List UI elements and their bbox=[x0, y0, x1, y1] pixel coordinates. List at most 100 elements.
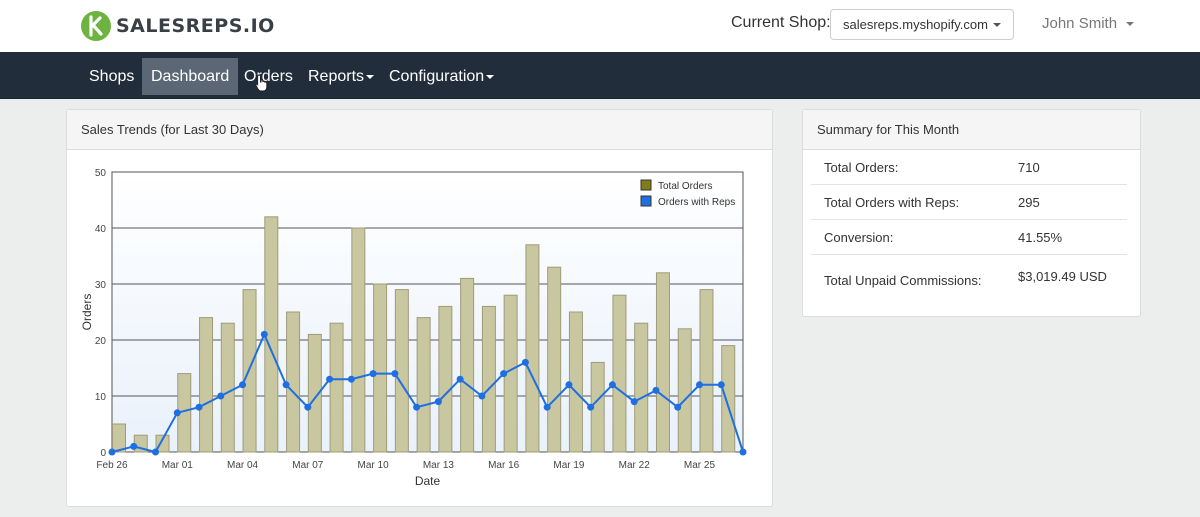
chevron-down-icon bbox=[1126, 22, 1135, 27]
y-tick-label: 30 bbox=[95, 280, 107, 291]
y-tick-label: 50 bbox=[95, 168, 107, 179]
summary-table: Total Orders: 710 Total Orders with Reps… bbox=[811, 150, 1127, 299]
bar-total-orders bbox=[329, 322, 344, 453]
bar-total-orders bbox=[307, 333, 322, 453]
chevron-down-icon bbox=[366, 74, 375, 79]
point-orders-with-reps bbox=[478, 392, 486, 400]
summary-label: Total Orders with Reps: bbox=[824, 195, 960, 210]
bar-total-orders bbox=[438, 305, 453, 453]
bar-total-orders bbox=[481, 305, 496, 453]
x-tick-label: Mar 22 bbox=[619, 460, 651, 471]
bar-total-orders bbox=[568, 311, 583, 453]
y-tick-label: 40 bbox=[95, 224, 107, 235]
summary-panel: Summary for This Month Total Orders: 710… bbox=[802, 109, 1141, 317]
bar-total-orders bbox=[547, 266, 562, 453]
user-name: John Smith bbox=[1042, 15, 1118, 32]
point-orders-with-reps bbox=[695, 381, 703, 389]
sales-trends-chart: 0 10 20 30 40 50 Feb 26 Mar 01 Mar 04 Mar 07 Mar 1… bbox=[80, 168, 747, 488]
point-orders-with-reps bbox=[152, 448, 160, 456]
point-orders-with-reps bbox=[195, 403, 203, 411]
bar-total-orders bbox=[634, 322, 649, 453]
point-orders-with-reps bbox=[630, 398, 638, 406]
summary-label: Total Unpaid Commissions: bbox=[824, 273, 982, 288]
bar-total-orders bbox=[460, 277, 475, 453]
summary-label: Total Orders: bbox=[824, 160, 899, 175]
current-shop-label: Current Shop: bbox=[731, 14, 831, 31]
summary-value: 710 bbox=[1018, 160, 1040, 175]
summary-row-unpaid-commissions: Total Unpaid Commissions: $3,019.49 USD bbox=[811, 255, 1127, 299]
nav-configuration[interactable]: Configuration bbox=[380, 58, 503, 95]
summary-value: 41.55% bbox=[1018, 230, 1063, 245]
bar-total-orders bbox=[112, 423, 126, 453]
summary-value: $3,019.49 USD bbox=[1018, 269, 1107, 284]
point-orders-with-reps bbox=[217, 392, 225, 400]
point-orders-with-reps bbox=[413, 403, 421, 411]
nav-label: Reports bbox=[308, 68, 365, 85]
nav-shops[interactable]: Shops bbox=[80, 58, 143, 95]
bar-total-orders bbox=[721, 345, 736, 453]
nav-reports[interactable]: Reports bbox=[299, 58, 383, 95]
legend-swatch-orders-with-reps bbox=[640, 195, 652, 207]
summary-row-orders-with-reps: Total Orders with Reps: 295 bbox=[811, 185, 1127, 220]
sales-trends-title: Sales Trends (for Last 30 Days) bbox=[67, 110, 772, 150]
x-tick-label: Mar 16 bbox=[488, 460, 520, 471]
point-orders-with-reps bbox=[500, 370, 508, 378]
nav-label: Orders bbox=[244, 68, 293, 85]
nav-label: Dashboard bbox=[151, 68, 230, 85]
shop-select-value: salesreps.myshopify.com bbox=[843, 17, 988, 32]
bar-total-orders bbox=[351, 227, 366, 453]
shop-select[interactable]: salesreps.myshopify.com bbox=[830, 9, 1014, 40]
user-menu[interactable]: John Smith bbox=[1042, 15, 1135, 32]
top-bar: SALESREPS.IO Current Shop: salesreps.mys… bbox=[0, 0, 1200, 52]
x-tick-label: Mar 01 bbox=[162, 460, 194, 471]
point-orders-with-reps bbox=[674, 403, 682, 411]
bar-total-orders bbox=[699, 289, 714, 453]
x-tick-label: Mar 10 bbox=[358, 460, 390, 471]
nav-label: Configuration bbox=[389, 68, 485, 85]
y-tick-label: 20 bbox=[95, 336, 107, 347]
nav-dashboard[interactable]: Dashboard bbox=[142, 58, 239, 95]
bar-total-orders bbox=[199, 317, 214, 453]
bar-total-orders bbox=[677, 328, 692, 453]
bar-total-orders bbox=[612, 294, 627, 453]
nav-orders[interactable]: Orders bbox=[235, 58, 302, 95]
point-orders-with-reps bbox=[608, 381, 616, 389]
point-orders-with-reps bbox=[543, 403, 551, 411]
x-tick-label: Feb 26 bbox=[96, 460, 128, 471]
summary-value: 295 bbox=[1018, 195, 1040, 210]
bar-total-orders bbox=[286, 311, 301, 453]
point-orders-with-reps bbox=[717, 381, 725, 389]
x-tick-label: Mar 07 bbox=[292, 460, 324, 471]
app-logo[interactable]: SALESREPS.IO bbox=[80, 8, 275, 44]
bar-total-orders bbox=[155, 434, 170, 453]
hand-cursor-icon bbox=[255, 74, 268, 92]
bar-total-orders bbox=[416, 317, 431, 453]
bar-total-orders bbox=[220, 322, 235, 453]
point-orders-with-reps bbox=[239, 381, 247, 389]
x-tick-label: Mar 19 bbox=[553, 460, 585, 471]
point-orders-with-reps bbox=[391, 370, 399, 378]
point-orders-with-reps bbox=[326, 375, 334, 383]
x-axis-label: Date bbox=[415, 474, 441, 488]
legend-label-total-orders: Total Orders bbox=[658, 181, 712, 192]
chevron-down-icon bbox=[992, 22, 1001, 27]
point-orders-with-reps bbox=[652, 386, 660, 394]
main-navbar: Shops Dashboard Orders Reports Configura… bbox=[0, 52, 1200, 99]
point-orders-with-reps bbox=[521, 358, 529, 366]
y-tick-label: 10 bbox=[95, 392, 107, 403]
point-orders-with-reps bbox=[260, 330, 268, 338]
summary-title: Summary for This Month bbox=[803, 110, 1140, 150]
summary-row-total-orders: Total Orders: 710 bbox=[811, 150, 1127, 185]
sales-trends-panel: Sales Trends (for Last 30 Days) 0 10 20 30 4… bbox=[66, 109, 773, 507]
bar-total-orders bbox=[525, 244, 540, 453]
x-tick-label: Mar 13 bbox=[423, 460, 455, 471]
y-tick-label: 0 bbox=[100, 448, 106, 459]
x-tick-label: Mar 04 bbox=[227, 460, 259, 471]
point-orders-with-reps bbox=[434, 398, 442, 406]
bar-total-orders bbox=[655, 272, 670, 453]
point-orders-with-reps bbox=[565, 381, 573, 389]
point-orders-with-reps bbox=[347, 375, 355, 383]
legend-label-orders-with-reps: Orders with Reps bbox=[658, 197, 735, 208]
point-orders-with-reps bbox=[173, 409, 181, 417]
summary-label: Conversion: bbox=[824, 230, 894, 245]
